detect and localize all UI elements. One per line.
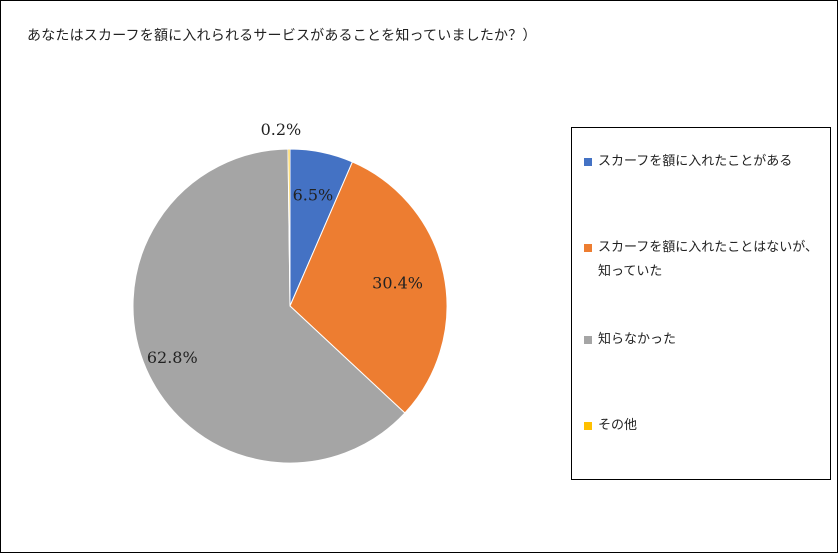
pie-slice-2 [132,148,406,464]
pie-label-0: 6.5% [293,185,334,204]
legend-label-1: スカーフを額に入れたことはないが、知っていた [598,240,818,279]
pie-label-3: 0.2% [261,120,302,139]
legend-swatch-1 [584,244,592,252]
legend-swatch-2 [584,336,592,344]
pie-slice-3 [287,148,291,307]
legend-item-3: その他 [584,414,824,438]
legend-label-0: スカーフを額に入れたことがある [598,154,793,169]
legend-item-0: スカーフを額に入れたことがある [584,150,824,174]
legend-swatch-3 [584,422,592,430]
pie-label-2: 62.8% [147,348,198,367]
chart-title: あなたはスカーフを額に入れられるサービスがあることを知っていましたか？） [27,28,537,44]
pie-slice-1 [289,161,448,414]
legend-item-2: 知らなかった [584,328,824,352]
legend-label-2: 知らなかった [598,332,677,347]
legend-item-1: スカーフを額に入れたことはないが、知っていた [584,236,824,284]
legend-label-3: その他 [598,418,638,433]
pie-label-1: 30.4% [372,274,423,293]
legend: スカーフを額に入れたことがある スカーフを額に入れたことはないが、知っていた 知… [571,127,831,480]
legend-swatch-0 [584,158,592,166]
